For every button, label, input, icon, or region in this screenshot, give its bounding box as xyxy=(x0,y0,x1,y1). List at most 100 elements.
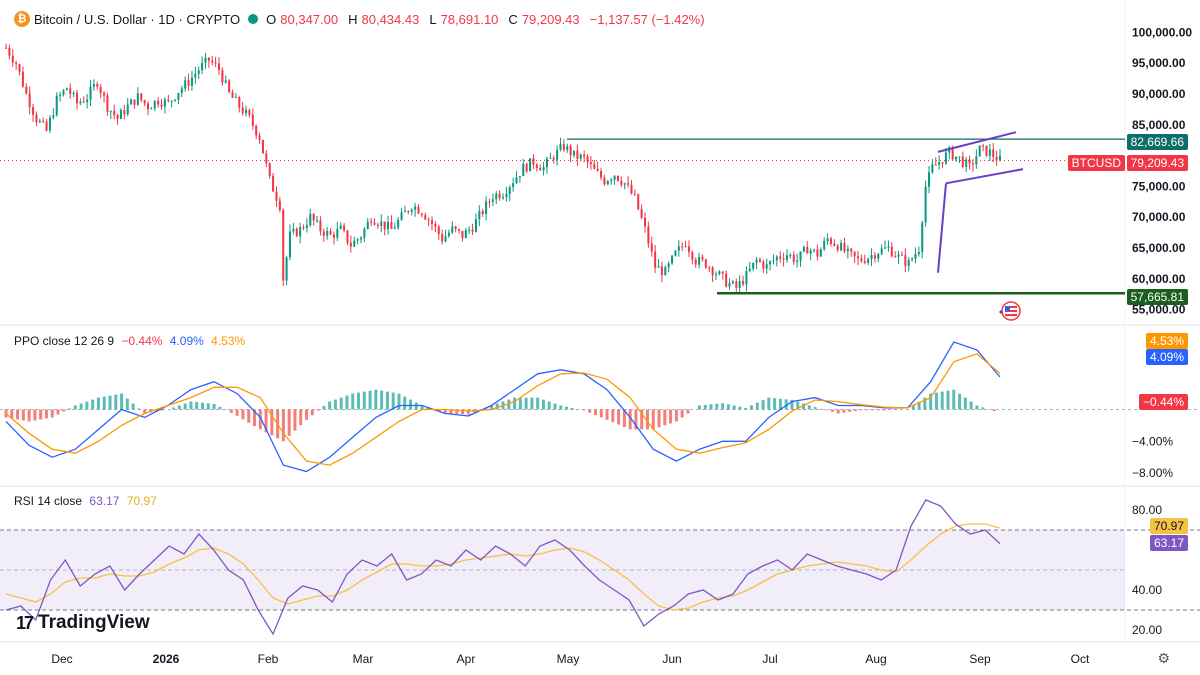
candle-body xyxy=(982,145,985,147)
high-label: H xyxy=(348,11,358,27)
candle-body xyxy=(109,111,112,113)
symbol-title[interactable]: Bitcoin / U.S. Dollar · 1D · CRYPTO xyxy=(34,11,241,27)
candle-body xyxy=(552,157,555,160)
ppo-histogram-bar xyxy=(790,399,794,410)
candle-body xyxy=(407,211,410,213)
candle-body xyxy=(461,230,464,239)
ppo-histogram-bar xyxy=(842,409,846,413)
candle-body xyxy=(272,175,275,192)
ppo-histogram-bar xyxy=(617,409,621,425)
candle-body xyxy=(282,210,285,281)
support-price-tag: 57,665.81 xyxy=(1126,289,1188,305)
ppo-histogram-bar xyxy=(605,409,609,420)
candle-body xyxy=(529,158,532,172)
ppo-histogram-bar xyxy=(669,409,673,424)
candle-body xyxy=(988,149,991,156)
ppo-histogram-bar xyxy=(466,409,470,415)
candle-body xyxy=(285,257,288,281)
candle-body xyxy=(474,219,477,232)
ppo-histogram-bar xyxy=(264,409,268,433)
ppo-histogram-bar xyxy=(21,409,25,421)
ppo-histogram-bar xyxy=(593,409,597,416)
candle-body xyxy=(255,125,258,136)
ppo-histogram-bar xyxy=(640,409,644,430)
ppo-histogram-bar xyxy=(229,409,233,413)
candle-body xyxy=(721,271,724,274)
candle-body xyxy=(785,255,789,260)
ppo-histogram-bar xyxy=(177,405,181,410)
flagpole-line xyxy=(937,183,947,273)
ppo-histogram-bar xyxy=(570,407,574,410)
candle-body xyxy=(353,240,356,247)
candle-body xyxy=(867,258,870,263)
ppo-histogram-bar xyxy=(744,407,748,410)
gear-icon[interactable]: ⚙ xyxy=(1157,650,1170,666)
candle-body xyxy=(38,120,41,123)
rsi-tag: 63.17 xyxy=(1149,535,1188,551)
candle-body xyxy=(417,206,420,214)
ppo-histogram-bar xyxy=(200,402,204,410)
candle-body xyxy=(779,256,782,259)
economic-event-icon[interactable] xyxy=(996,300,1022,322)
candle-body xyxy=(96,84,99,87)
ppo-histogram-bar xyxy=(339,397,343,410)
candle-body xyxy=(75,93,79,104)
ppo-histogram-bar xyxy=(767,397,771,410)
candle-body xyxy=(197,70,200,74)
candle-body xyxy=(370,221,373,223)
change-value: −1,137.57 (−1.42%) xyxy=(589,11,705,27)
rsi-ma-tag: 70.97 xyxy=(1149,518,1188,534)
ppo-histogram-bar xyxy=(524,397,528,410)
ppo-histogram-bar xyxy=(206,403,210,410)
candle-body xyxy=(819,249,822,257)
ppo-histogram-bar xyxy=(310,409,314,416)
ppo-histogram-bar xyxy=(495,403,499,410)
candle-body xyxy=(441,234,444,242)
ppo-histogram-bar xyxy=(16,409,20,420)
candle-body xyxy=(914,254,917,259)
ppo-histogram-bar xyxy=(934,392,938,410)
ppo-line-value: 4.09% xyxy=(169,334,204,348)
candle-body xyxy=(758,259,761,262)
candle-body xyxy=(478,211,481,220)
candle-body xyxy=(143,100,146,104)
ppo-histogram-bar xyxy=(79,403,83,410)
ppo-pane-title[interactable]: PPO close 12 26 9 −0.44% 4.09% 4.53% xyxy=(14,334,245,348)
ppo-histogram-bar xyxy=(813,407,817,410)
candle-body xyxy=(25,86,28,94)
candle-body xyxy=(613,175,616,180)
candle-body xyxy=(731,281,734,284)
ppo-histogram-bar xyxy=(380,390,384,410)
candle-body xyxy=(542,167,545,171)
ppo-histogram-bar xyxy=(56,409,60,415)
candle-body xyxy=(539,168,542,171)
candle-body xyxy=(813,249,816,251)
ppo-histogram-bar xyxy=(940,391,944,410)
ppo-histogram-bar xyxy=(547,401,551,410)
ppo-signal-value: 4.53% xyxy=(211,334,246,348)
candle-body xyxy=(292,228,295,232)
ppo-histogram-bar xyxy=(443,409,447,414)
candle-body xyxy=(130,99,133,105)
ppo-histogram-bar xyxy=(33,409,37,421)
ppo-tick-label: −4.00% xyxy=(1132,434,1173,448)
ppo-histogram-bar xyxy=(663,409,667,426)
candle-body xyxy=(231,91,234,98)
rsi-pane-title[interactable]: RSI 14 close 63.17 70.97 xyxy=(14,494,157,508)
candle-body xyxy=(583,154,586,157)
ppo-hist-tag: −0.44% xyxy=(1138,394,1188,410)
ppo-histogram-bar xyxy=(946,390,950,410)
tradingview-mark-icon: 17 xyxy=(16,612,34,633)
price-tick-label: 85,000.00 xyxy=(1132,118,1186,132)
last-price-tag: 79,209.43 xyxy=(1126,155,1188,171)
candle-body xyxy=(187,80,190,86)
ppo-histogram-bar xyxy=(189,401,193,410)
candle-body xyxy=(627,183,630,185)
candle-body xyxy=(742,281,745,285)
candle-body xyxy=(593,164,596,169)
candle-body xyxy=(931,164,934,173)
candle-body xyxy=(603,177,606,185)
candle-body xyxy=(55,95,58,116)
ppo-histogram-bar xyxy=(599,409,603,418)
